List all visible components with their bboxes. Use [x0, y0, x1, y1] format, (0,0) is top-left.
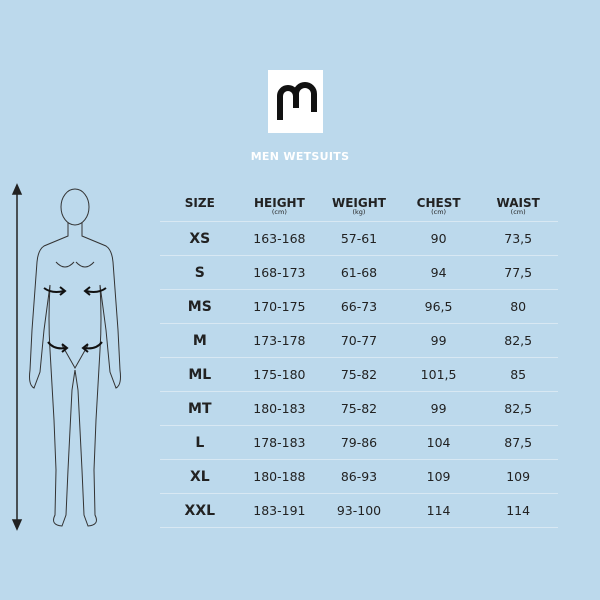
cell-waist: 73,5 [504, 231, 533, 246]
brand-logo [268, 70, 323, 133]
table-row: MS 170-175 66-73 96,5 80 [160, 290, 558, 324]
cell-chest: 90 [430, 231, 447, 246]
cell-weight: 93-100 [336, 503, 382, 518]
logo-m-icon [277, 82, 317, 120]
table-header-row: SIZE HEIGHT (cm) WEIGHT (kg) CHEST (cm) WAI… [160, 190, 558, 222]
cell-height: 170-175 [253, 299, 306, 314]
cell-waist: 82,5 [504, 401, 533, 416]
cell-chest: 101,5 [420, 367, 457, 382]
cell-weight: 75-82 [340, 367, 378, 382]
height-arrow-icon [11, 183, 23, 531]
table-row: S 168-173 61-68 94 77,5 [160, 256, 558, 290]
cell-weight: 70-77 [340, 333, 378, 348]
cell-size: XS [189, 230, 211, 247]
table-row: MT 180-183 75-82 99 82,5 [160, 392, 558, 426]
cell-chest: 99 [430, 401, 447, 416]
cell-weight: 57-61 [340, 231, 378, 246]
cell-waist: 85 [510, 367, 527, 382]
cell-height: 180-183 [253, 401, 306, 416]
cell-chest: 96,5 [424, 299, 453, 314]
cell-chest: 114 [426, 503, 451, 518]
cell-waist: 87,5 [504, 435, 533, 450]
cell-size: XL [189, 468, 210, 485]
header-height: HEIGHT (cm) [253, 196, 305, 216]
cell-chest: 104 [426, 435, 451, 450]
cell-height: 183-191 [253, 503, 306, 518]
cell-size: MT [188, 400, 212, 417]
cell-size: L [195, 434, 205, 451]
table-row: ML 175-180 75-82 101,5 85 [160, 358, 558, 392]
header-chest: CHEST (cm) [416, 196, 461, 216]
cell-height: 180-188 [253, 469, 306, 484]
body-measurement-figure [11, 183, 121, 531]
cell-waist: 109 [506, 469, 531, 484]
waist-arrows-icon [47, 341, 103, 353]
header-size: SIZE [184, 196, 215, 210]
cell-weight: 79-86 [340, 435, 378, 450]
chest-arrows-icon [43, 286, 107, 296]
cell-waist: 80 [510, 299, 527, 314]
cell-waist: 82,5 [504, 333, 533, 348]
cell-weight: 75-82 [340, 401, 378, 416]
size-chart-table: SIZE HEIGHT (cm) WEIGHT (kg) CHEST (cm) WAI… [160, 190, 558, 528]
cell-height: 178-183 [253, 435, 306, 450]
cell-weight: 66-73 [340, 299, 378, 314]
cell-height: 168-173 [253, 265, 306, 280]
cell-size: ML [188, 366, 212, 383]
table-row: M 173-178 70-77 99 82,5 [160, 324, 558, 358]
cell-size: M [192, 332, 207, 349]
cell-weight: 61-68 [340, 265, 378, 280]
table-row: L 178-183 79-86 104 87,5 [160, 426, 558, 460]
cell-height: 163-168 [253, 231, 306, 246]
cell-chest: 109 [426, 469, 451, 484]
cell-size: MS [187, 298, 212, 315]
cell-size: S [194, 264, 205, 281]
table-row: XXL 183-191 93-100 114 114 [160, 494, 558, 528]
cell-waist: 77,5 [504, 265, 533, 280]
cell-height: 175-180 [253, 367, 306, 382]
header-waist: WAIST (cm) [496, 196, 540, 216]
cell-height: 173-178 [253, 333, 306, 348]
cell-size: XXL [184, 502, 216, 519]
table-row: XS 163-168 57-61 90 73,5 [160, 222, 558, 256]
cell-weight: 86-93 [340, 469, 378, 484]
page-title: MEN WETSUITS [250, 150, 350, 163]
table-row: XL 180-188 86-93 109 109 [160, 460, 558, 494]
header-weight: WEIGHT (kg) [331, 196, 386, 216]
cell-waist: 114 [506, 503, 531, 518]
cell-chest: 94 [430, 265, 447, 280]
cell-chest: 99 [430, 333, 447, 348]
